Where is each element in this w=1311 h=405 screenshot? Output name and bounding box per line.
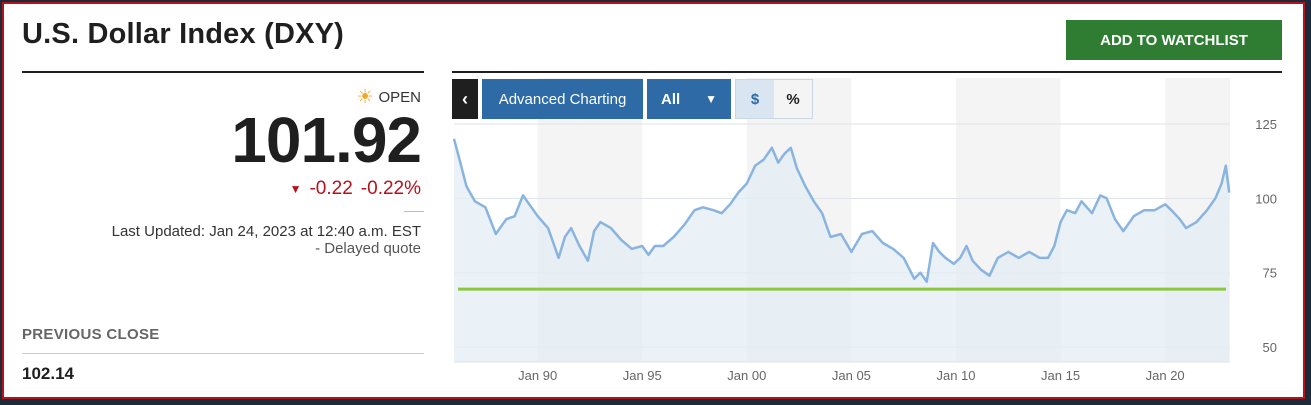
- last-updated: Last Updated: Jan 24, 2023 at 12:40 a.m.…: [112, 223, 421, 257]
- last-updated-text: Last Updated: Jan 24, 2023 at 12:40 a.m.…: [111, 223, 421, 240]
- x-tick-label: Jan 00: [727, 368, 766, 383]
- y-tick-label: 100: [1255, 191, 1277, 206]
- x-tick-label: Jan 95: [623, 368, 662, 383]
- divider: [404, 211, 424, 212]
- quote-card: U.S. Dollar Index (DXY) ADD TO WATCHLIST…: [2, 2, 1305, 399]
- sun-icon: ☀: [356, 87, 374, 108]
- percent-mode-button[interactable]: %: [786, 90, 800, 108]
- y-tick-label: 125: [1255, 117, 1277, 132]
- market-status: ☀ OPEN: [356, 88, 421, 107]
- change-percent: -0.22%: [360, 178, 421, 199]
- add-to-watchlist-button[interactable]: ADD TO WATCHLIST: [1066, 20, 1282, 60]
- delayed-quote-text: - Delayed quote: [315, 240, 421, 257]
- price-chart[interactable]: 125 100 75 50 Jan 90 Jan 95 Jan 00 Jan 05 Jan 10…: [452, 76, 1302, 386]
- current-price: 101.92: [231, 104, 422, 176]
- divider: [22, 353, 424, 354]
- range-select[interactable]: All ▼: [647, 79, 731, 119]
- change-value: -0.22: [309, 178, 353, 199]
- dollar-mode-button[interactable]: $: [736, 80, 774, 118]
- collapse-chart-button[interactable]: ‹: [452, 79, 478, 119]
- x-tick-label: Jan 15: [1041, 368, 1080, 383]
- x-tick-label: Jan 10: [936, 368, 975, 383]
- y-tick-label: 75: [1263, 266, 1277, 281]
- price-change: ▼ -0.22 -0.22%: [290, 178, 421, 200]
- page-title: U.S. Dollar Index (DXY): [22, 18, 345, 50]
- range-select-label: All: [661, 90, 681, 108]
- triangle-down-icon: ▼: [289, 182, 302, 196]
- previous-close-value: 102.14: [22, 364, 74, 383]
- caret-down-icon: ▼: [705, 92, 717, 106]
- previous-close-label: PREVIOUS CLOSE: [22, 326, 160, 343]
- value-mode-toggle: $ %: [735, 79, 813, 119]
- y-tick-label: 50: [1263, 340, 1277, 355]
- divider: [452, 71, 1282, 73]
- series-area: [454, 138, 1230, 362]
- series-line: [452, 138, 1231, 283]
- market-status-label: OPEN: [378, 89, 421, 106]
- chart-toolbar: ‹ Advanced Charting All ▼ $ %: [452, 79, 813, 119]
- chevron-left-icon: ‹: [462, 88, 468, 109]
- x-tick-label: Jan 20: [1146, 368, 1185, 383]
- x-tick-label: Jan 90: [518, 368, 557, 383]
- divider: [22, 71, 424, 73]
- advanced-charting-button[interactable]: Advanced Charting: [482, 79, 643, 119]
- x-tick-label: Jan 05: [832, 368, 871, 383]
